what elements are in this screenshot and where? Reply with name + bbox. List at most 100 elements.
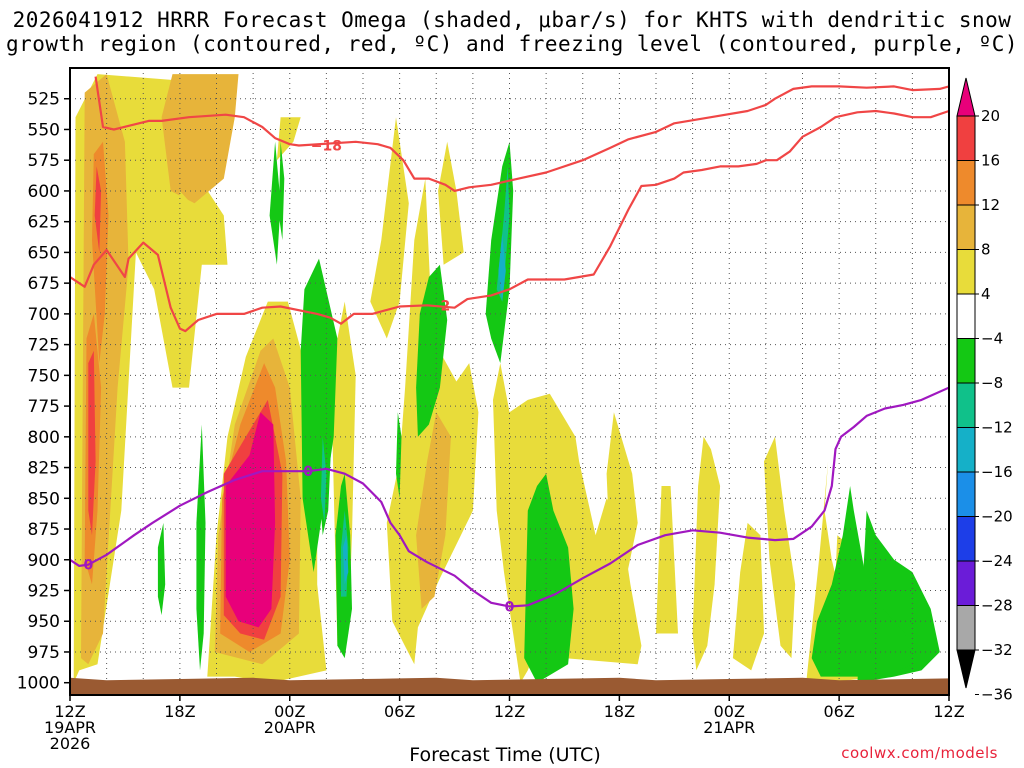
- y-tick-label: 900: [28, 551, 60, 571]
- colorbar-label: −24: [981, 552, 1013, 570]
- y-tick-label: 625: [28, 213, 60, 233]
- contour-label: 0: [303, 464, 313, 480]
- x-tick-label: 19APR: [44, 718, 96, 737]
- omega-region-7: [176, 190, 191, 265]
- contour-line-2: [70, 386, 949, 608]
- contour-line-1: [94, 76, 949, 192]
- colorbar-label: 20: [981, 107, 1000, 125]
- colorbar-label: −4: [981, 330, 1003, 348]
- contour-label: 0: [505, 599, 515, 615]
- omega-region-5: [88, 350, 96, 536]
- omega-region-6: [161, 74, 239, 204]
- colorbar-label: −16: [981, 463, 1013, 481]
- ground-layer: [70, 677, 949, 695]
- omega-region-42: [498, 234, 506, 302]
- y-tick-label: 650: [28, 243, 60, 263]
- contour-label: 2: [441, 298, 451, 314]
- x-tick-label: 18Z: [604, 702, 635, 721]
- omega-region-20: [606, 412, 638, 585]
- x-tick-label: 12Z: [54, 702, 85, 721]
- omega-region-36: [157, 522, 166, 616]
- x-tick-label: 06Z: [823, 702, 854, 721]
- colorbar-label: −32: [981, 641, 1013, 659]
- x-tick-label: 18Z: [164, 702, 195, 721]
- colorbar-band: [956, 204, 976, 250]
- omega-region-22: [692, 436, 721, 671]
- colorbar-label: −20: [981, 508, 1013, 526]
- omega-region-38: [811, 486, 913, 677]
- colorbar-band: [956, 471, 976, 517]
- colorbar-top-arrow: [956, 77, 976, 117]
- contour-lines: [70, 76, 949, 608]
- chart-title-line-1: 2026041912 HRRR Forecast Omega (shaded, …: [12, 8, 1012, 32]
- omega-region-13: [225, 412, 276, 628]
- colorbar-band: [956, 605, 976, 651]
- colorbar-band: [956, 338, 976, 384]
- y-tick-label: 825: [28, 459, 60, 479]
- colorbar: 20 16 12 8 4 −4 −8 −12 −16 −20 −24 −28 −32 −36: [956, 77, 1013, 704]
- y-tick-label: 550: [28, 120, 60, 140]
- omega-region-21: [656, 486, 678, 634]
- colorbar-label: 8: [981, 241, 991, 259]
- omega-region-43: [320, 436, 327, 523]
- x-tick-label: 06Z: [384, 702, 415, 721]
- colorbar-label: −36: [981, 686, 1013, 704]
- colorbar-label: 16: [981, 152, 1000, 170]
- omega-region-31: [416, 264, 448, 437]
- colorbar-label: −8: [981, 374, 1003, 392]
- contour-labels: 2 −18 0 0 0: [83, 138, 515, 615]
- omega-region-23: [732, 522, 764, 671]
- omega-region-35: [196, 424, 206, 671]
- colorbar-band: [956, 427, 976, 473]
- y-tick-label: 875: [28, 520, 60, 540]
- y-tick-label: 1000: [17, 674, 60, 694]
- colorbar-bottom-arrow: [956, 649, 976, 689]
- colorbar-label: −28: [981, 597, 1013, 615]
- y-tick-label: 750: [28, 366, 60, 386]
- x-tick-label: 00Z: [714, 702, 745, 721]
- y-tick-label: 575: [28, 151, 60, 171]
- colorbar-label: 4: [981, 285, 991, 303]
- omega-region-24: [764, 436, 796, 659]
- y-tick-label: 675: [28, 274, 60, 294]
- omega-region-33: [524, 473, 574, 683]
- colorbar-band: [956, 160, 976, 206]
- x-tick-label: 00Z: [274, 702, 305, 721]
- colorbar-band: [956, 293, 976, 339]
- colorbar-label: −12: [981, 419, 1013, 437]
- omega-region-37: [269, 141, 281, 265]
- y-tick-label: 600: [28, 182, 60, 202]
- omega-region-8: [276, 117, 301, 161]
- y-tick-label: 525: [28, 90, 60, 110]
- x-tick-label: 12Z: [933, 702, 964, 721]
- y-tick-label: 950: [28, 612, 60, 632]
- y-tick-label: 975: [28, 643, 60, 663]
- colorbar-label: 12: [981, 196, 1000, 214]
- contour-line-0: [70, 109, 949, 333]
- contour-label: −18: [311, 138, 342, 154]
- ground-band: [70, 677, 949, 695]
- x-tick-label: 21APR: [703, 718, 755, 737]
- omega-region-28: [315, 301, 334, 536]
- colorbar-band: [956, 249, 976, 295]
- y-tick-label: 725: [28, 336, 60, 356]
- chart-title-line-2: growth region (contoured, red, ºC) and f…: [5, 32, 1019, 56]
- x-tick-label: 20APR: [264, 718, 316, 737]
- contour-label: 0: [83, 558, 93, 574]
- y-tick-label: 850: [28, 489, 60, 509]
- credit-link[interactable]: coolwx.com/models: [841, 744, 998, 762]
- colorbar-band: [956, 516, 976, 562]
- y-tick-label: 800: [28, 428, 60, 448]
- x-tick-label: 2026: [50, 734, 91, 753]
- omega-shading: [73, 74, 940, 683]
- colorbar-band: [956, 115, 976, 161]
- colorbar-band: [956, 560, 976, 606]
- y-tick-label: 775: [28, 397, 60, 417]
- omega-region-18: [438, 141, 464, 265]
- y-axis: 525 550 575 600 625 650 675 700 725 750 775 800 825 8…: [17, 90, 70, 694]
- y-tick-label: 700: [28, 305, 60, 325]
- x-tick-label: 12Z: [494, 702, 525, 721]
- omega-region-16: [386, 178, 479, 665]
- omega-region-30: [278, 141, 285, 241]
